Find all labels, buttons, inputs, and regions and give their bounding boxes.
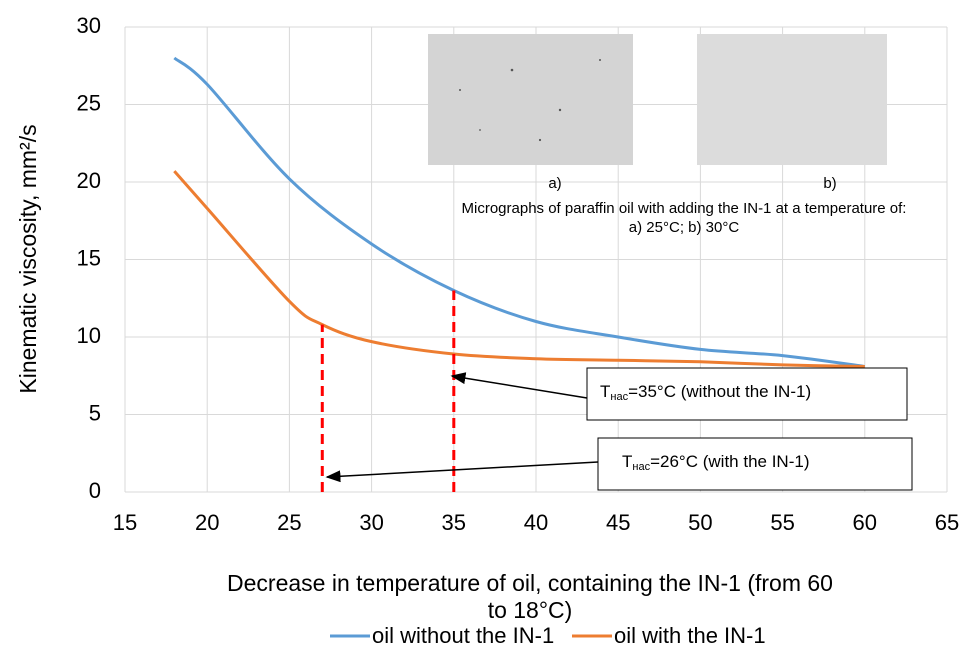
annotation-box — [597, 437, 913, 491]
micrograph — [697, 34, 887, 165]
y-tick-label: 25 — [77, 90, 101, 115]
y-tick-label: 0 — [89, 478, 101, 503]
y-axis-label: Kinematic viscosity, mm²/s — [15, 124, 41, 393]
x-tick-label: 30 — [359, 510, 383, 535]
series-line — [173, 170, 865, 368]
x-tick-label: 65 — [935, 510, 959, 535]
micrograph — [428, 34, 633, 165]
x-tick-label: 20 — [195, 510, 219, 535]
annotation-box — [586, 367, 908, 421]
x-tick-label: 50 — [688, 510, 712, 535]
x-tick-label: 40 — [524, 510, 548, 535]
inset-label: b) — [823, 175, 836, 192]
arrow — [450, 372, 588, 399]
x-axis-label: Decrease in temperature of oil, containi… — [227, 570, 833, 596]
annotation-symbol: T — [622, 452, 632, 471]
y-tick-label: 15 — [77, 245, 101, 270]
series-line — [173, 56, 865, 368]
x-tick-label: 25 — [277, 510, 301, 535]
y-tick-label: 20 — [77, 168, 101, 193]
inset-caption: Micrographs of paraffin oil with adding … — [462, 200, 907, 217]
y-tick-label: 5 — [89, 400, 101, 425]
x-tick-label: 35 — [442, 510, 466, 535]
y-tick-label: 10 — [77, 323, 101, 348]
x-axis-label: to 18°C) — [488, 597, 573, 623]
inset-label: a) — [548, 175, 561, 192]
arrow — [325, 461, 599, 483]
legend: oil without the IN-1 oil with the IN-1 — [330, 623, 766, 648]
lines — [173, 56, 865, 492]
legend-label: oil without the IN-1 — [372, 623, 554, 648]
annotation-subscript: нас — [632, 461, 650, 473]
inset-caption: a) 25°C; b) 30°C — [629, 219, 740, 236]
x-tick-label: 55 — [770, 510, 794, 535]
annotation-text: =26°C (with the IN-1) — [650, 452, 809, 471]
x-tick-label: 60 — [853, 510, 877, 535]
annotation-symbol: T — [600, 382, 610, 401]
annotation: Tнас=35°C (without the IN-1) — [600, 382, 811, 402]
micrograph-dots — [459, 59, 601, 142]
annotation: Tнас=26°C (with the IN-1) — [622, 452, 809, 472]
legend-label: oil with the IN-1 — [614, 623, 766, 648]
x-tick-label: 45 — [606, 510, 630, 535]
y-tick-label: 30 — [77, 13, 101, 38]
annotation-text: =35°C (without the IN-1) — [628, 382, 811, 401]
annotation-subscript: нас — [610, 391, 628, 403]
x-tick-label: 15 — [113, 510, 137, 535]
